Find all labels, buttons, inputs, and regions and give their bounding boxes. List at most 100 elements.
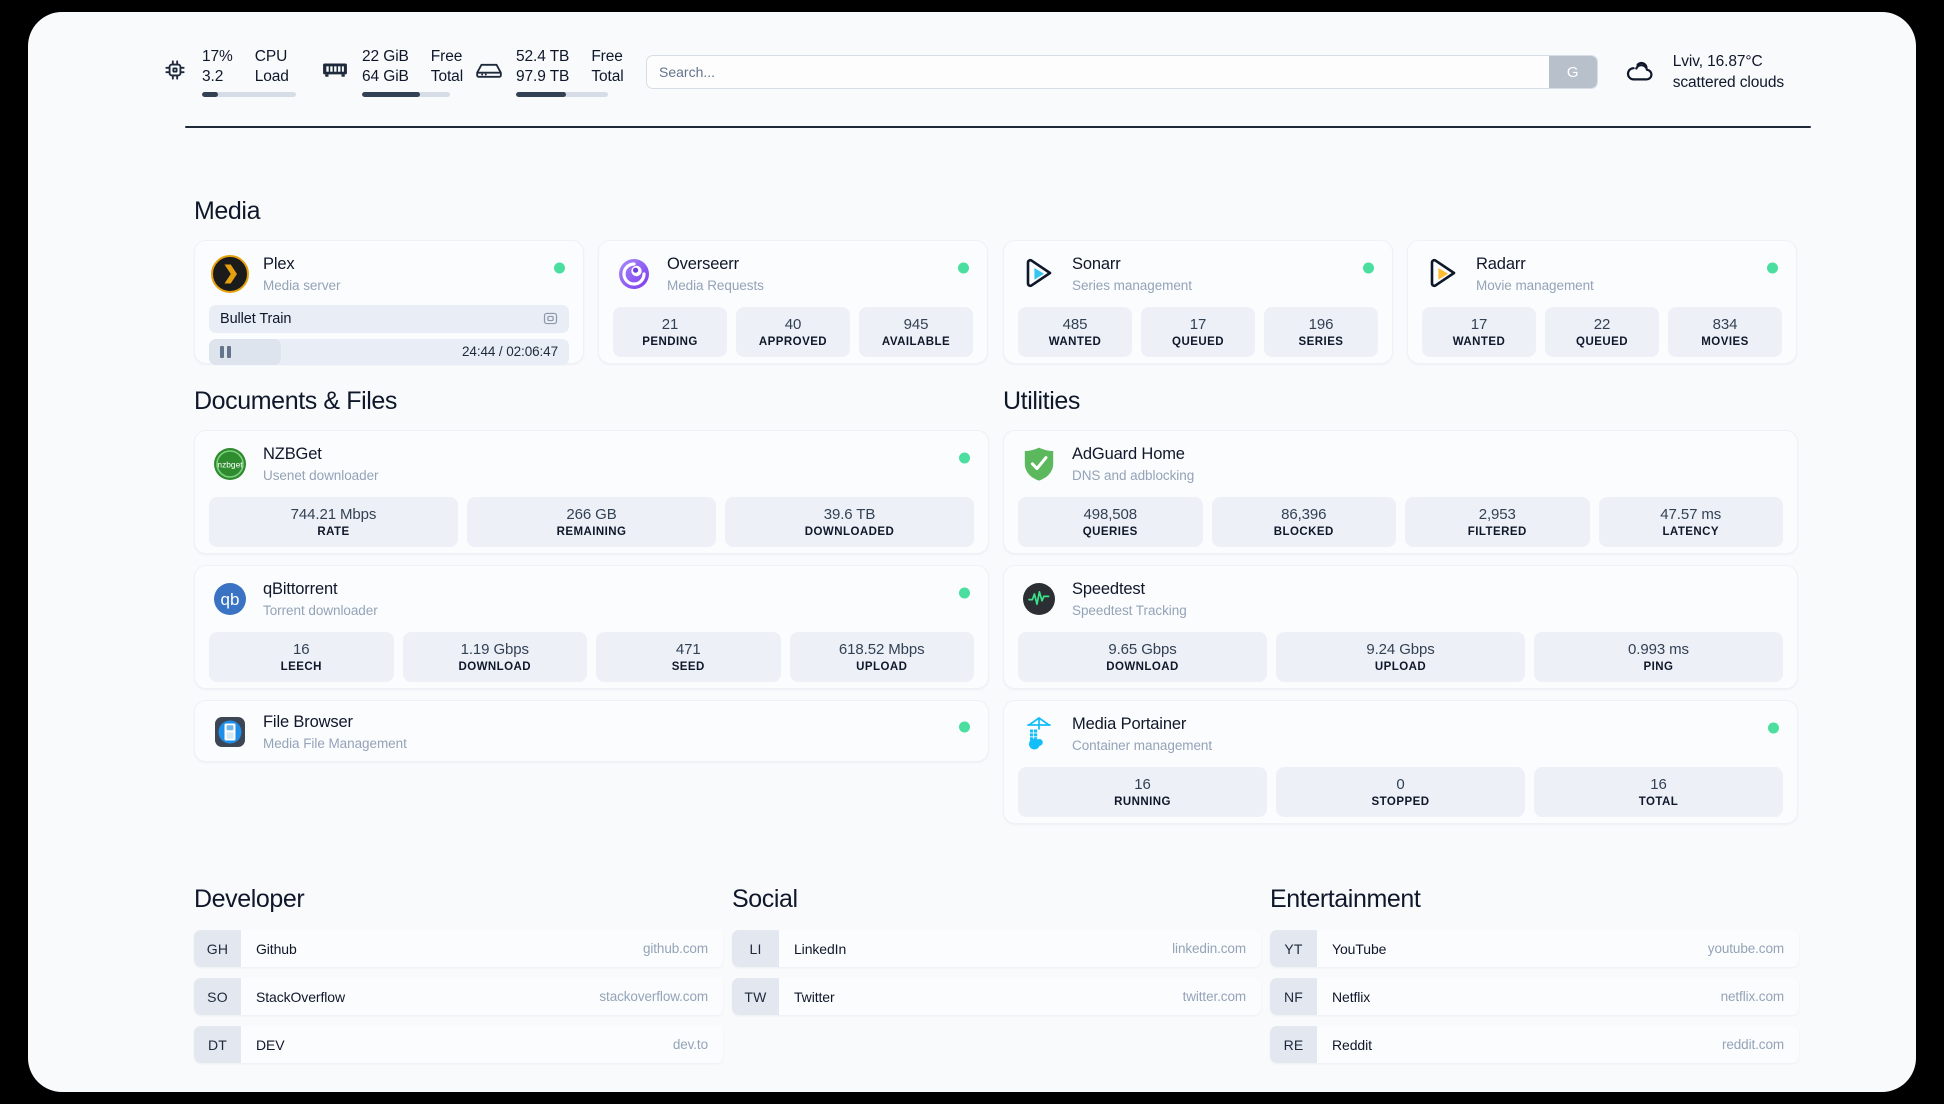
stats-row: 16 RUNNING 0 STOPPED 16 TOTAL [1004,755,1797,831]
card-filebrowser[interactable]: File Browser Media File Management [194,700,989,762]
card-subtitle: Speedtest Tracking [1072,603,1187,619]
resource-cpu: 17% 3.2 CPU Load [160,47,296,97]
section-title-documents: Documents & Files [194,387,397,415]
stat-label: SEED [671,660,705,673]
card-plex[interactable]: Plex Media server Bullet Train 24:44 / 0… [194,240,584,365]
bookmark-reddit[interactable]: RE Reddit reddit.com [1270,1026,1799,1063]
bookmark-netflix[interactable]: NF Netflix netflix.com [1270,978,1799,1015]
dashboard-root: 17% 3.2 CPU Load [28,12,1916,1092]
stat-remaining: 266 GB REMAINING [467,496,716,547]
stat-value: 17 [1189,315,1207,333]
stat-label: DOWNLOAD [1106,660,1179,673]
sonarr-logo-icon [1020,255,1058,293]
stat-available: 945 AVAILABLE [859,306,973,357]
memory-free-label: Free [430,48,463,66]
radarr-logo-icon [1424,255,1462,293]
playback-progress-bar[interactable]: 24:44 / 02:06:47 [209,338,569,365]
card-media-portainer[interactable]: Media Portainer Container management 16 … [1003,700,1798,824]
bookmark-youtube[interactable]: YT YouTube youtube.com [1270,930,1799,967]
card-header: Overseerr Media Requests [599,241,987,295]
stat-value: 196 [1308,315,1334,333]
nzbget-logo-icon: nzbget [211,445,249,483]
card-sonarr[interactable]: Sonarr Series management 485 WANTED 17 Q… [1003,240,1393,364]
bookmark-name: Github [256,940,297,957]
stat-label: WANTED [1048,335,1102,348]
bookmark-url: linkedin.com [1172,941,1246,956]
stat-approved: 40 APPROVED [736,306,850,357]
bookmark-url: twitter.com [1182,989,1247,1004]
card-qbittorrent[interactable]: qb qBittorrent Torrent downloader 16 LEE… [194,565,989,689]
stats-row: 485 WANTED 17 QUEUED 196 SERIES [1004,295,1392,371]
card-title: Speedtest [1072,580,1145,598]
search-submit-button[interactable]: G [1548,56,1597,88]
status-badge [958,262,969,274]
card-subtitle: Torrent downloader [263,603,378,619]
stat-label: TOTAL [1638,795,1679,808]
status-badge [959,721,970,733]
playback-time: 24:44 / 02:06:47 [462,344,558,360]
stat-label: QUERIES [1082,525,1138,538]
bookmark-twitter[interactable]: TW Twitter twitter.com [732,978,1261,1015]
card-adguard-home[interactable]: AdGuard Home DNS and adblocking 498,508 … [1003,430,1798,554]
stat-label: REMAINING [556,525,627,538]
bookmark-badge: RE [1270,1026,1317,1063]
search-area: G [646,55,1598,89]
cast-icon[interactable] [543,311,558,326]
card-header: qb qBittorrent Torrent downloader [195,566,988,620]
card-speedtest[interactable]: Speedtest Speedtest Tracking 9.65 Gbps D… [1003,565,1798,689]
pause-icon[interactable] [220,345,231,358]
now-playing-title: Bullet Train [220,310,292,327]
stat-label: MOVIES [1701,335,1749,348]
bookmark-linkedin[interactable]: LI LinkedIn linkedin.com [732,930,1261,967]
stat-wanted: 17 WANTED [1422,306,1536,357]
stats-row: 744.21 Mbps RATE 266 GB REMAINING 39.6 T… [195,485,988,561]
status-badge [1363,262,1374,274]
speedtest-logo-icon [1020,580,1058,618]
stat-label: APPROVED [758,335,828,348]
card-title: Plex [263,255,295,273]
stat-value: 9.65 Gbps [1108,640,1177,658]
stat-seed: 471 SEED [596,631,781,682]
status-badge [1767,262,1778,274]
header-bar: 17% 3.2 CPU Load [160,34,1784,110]
card-subtitle: Usenet downloader [263,468,379,484]
stat-label: SERIES [1298,335,1344,348]
stat-label: PENDING [642,335,698,348]
stat-value: 16 [1134,775,1151,793]
card-radarr[interactable]: Radarr Movie management 17 WANTED 22 QUE… [1407,240,1797,364]
portainer-logo-icon [1020,715,1058,753]
stat-value: 9.24 Gbps [1366,640,1435,658]
stat-value: 0 [1396,775,1405,793]
weather-description: scattered clouds [1672,74,1784,91]
stat-value: 2,953 [1478,505,1516,523]
card-header: Radarr Movie management [1408,241,1796,295]
bookmark-name: StackOverflow [256,988,345,1005]
cpu-usage-value: 17% [202,48,233,66]
stat-upload: 9.24 Gbps UPLOAD [1276,631,1525,682]
search-input[interactable] [647,56,1549,88]
cpu-load-value: 3.2 [202,67,224,85]
bookmark-github[interactable]: GH Github github.com [194,930,723,967]
bookmark-url: github.com [642,941,708,956]
bookmark-url: dev.to [672,1037,708,1052]
cpu-load-label: Load [254,67,289,85]
stat-label: FILTERED [1467,525,1527,538]
stats-row: 16 LEECH 1.19 Gbps DOWNLOAD 471 SEED 618… [195,620,988,696]
search-box[interactable]: G [646,55,1598,89]
weather-widget[interactable]: Lviv, 16.87°C scattered clouds [1620,51,1784,94]
svg-text:nzbget: nzbget [217,460,243,470]
stat-rate: 744.21 Mbps RATE [209,496,458,547]
card-title: Sonarr [1072,255,1121,273]
bookmark-name: Netflix [1332,988,1371,1005]
status-badge [554,262,565,274]
card-nzbget[interactable]: nzbget NZBGet Usenet downloader 744.21 M… [194,430,989,554]
stat-queued: 17 QUEUED [1141,306,1255,357]
card-overseerr[interactable]: Overseerr Media Requests 21 PENDING 40 A… [598,240,988,364]
stat-downloaded: 39.6 TB DOWNLOADED [725,496,974,547]
stat-value: 16 [293,640,310,658]
bookmark-stackoverflow[interactable]: SO StackOverflow stackoverflow.com [194,978,723,1015]
bookmark-dev[interactable]: DT DEV dev.to [194,1026,723,1063]
card-header: AdGuard Home DNS and adblocking [1004,431,1797,485]
card-subtitle: Media Requests [667,278,764,294]
stat-running: 16 RUNNING [1018,766,1267,817]
